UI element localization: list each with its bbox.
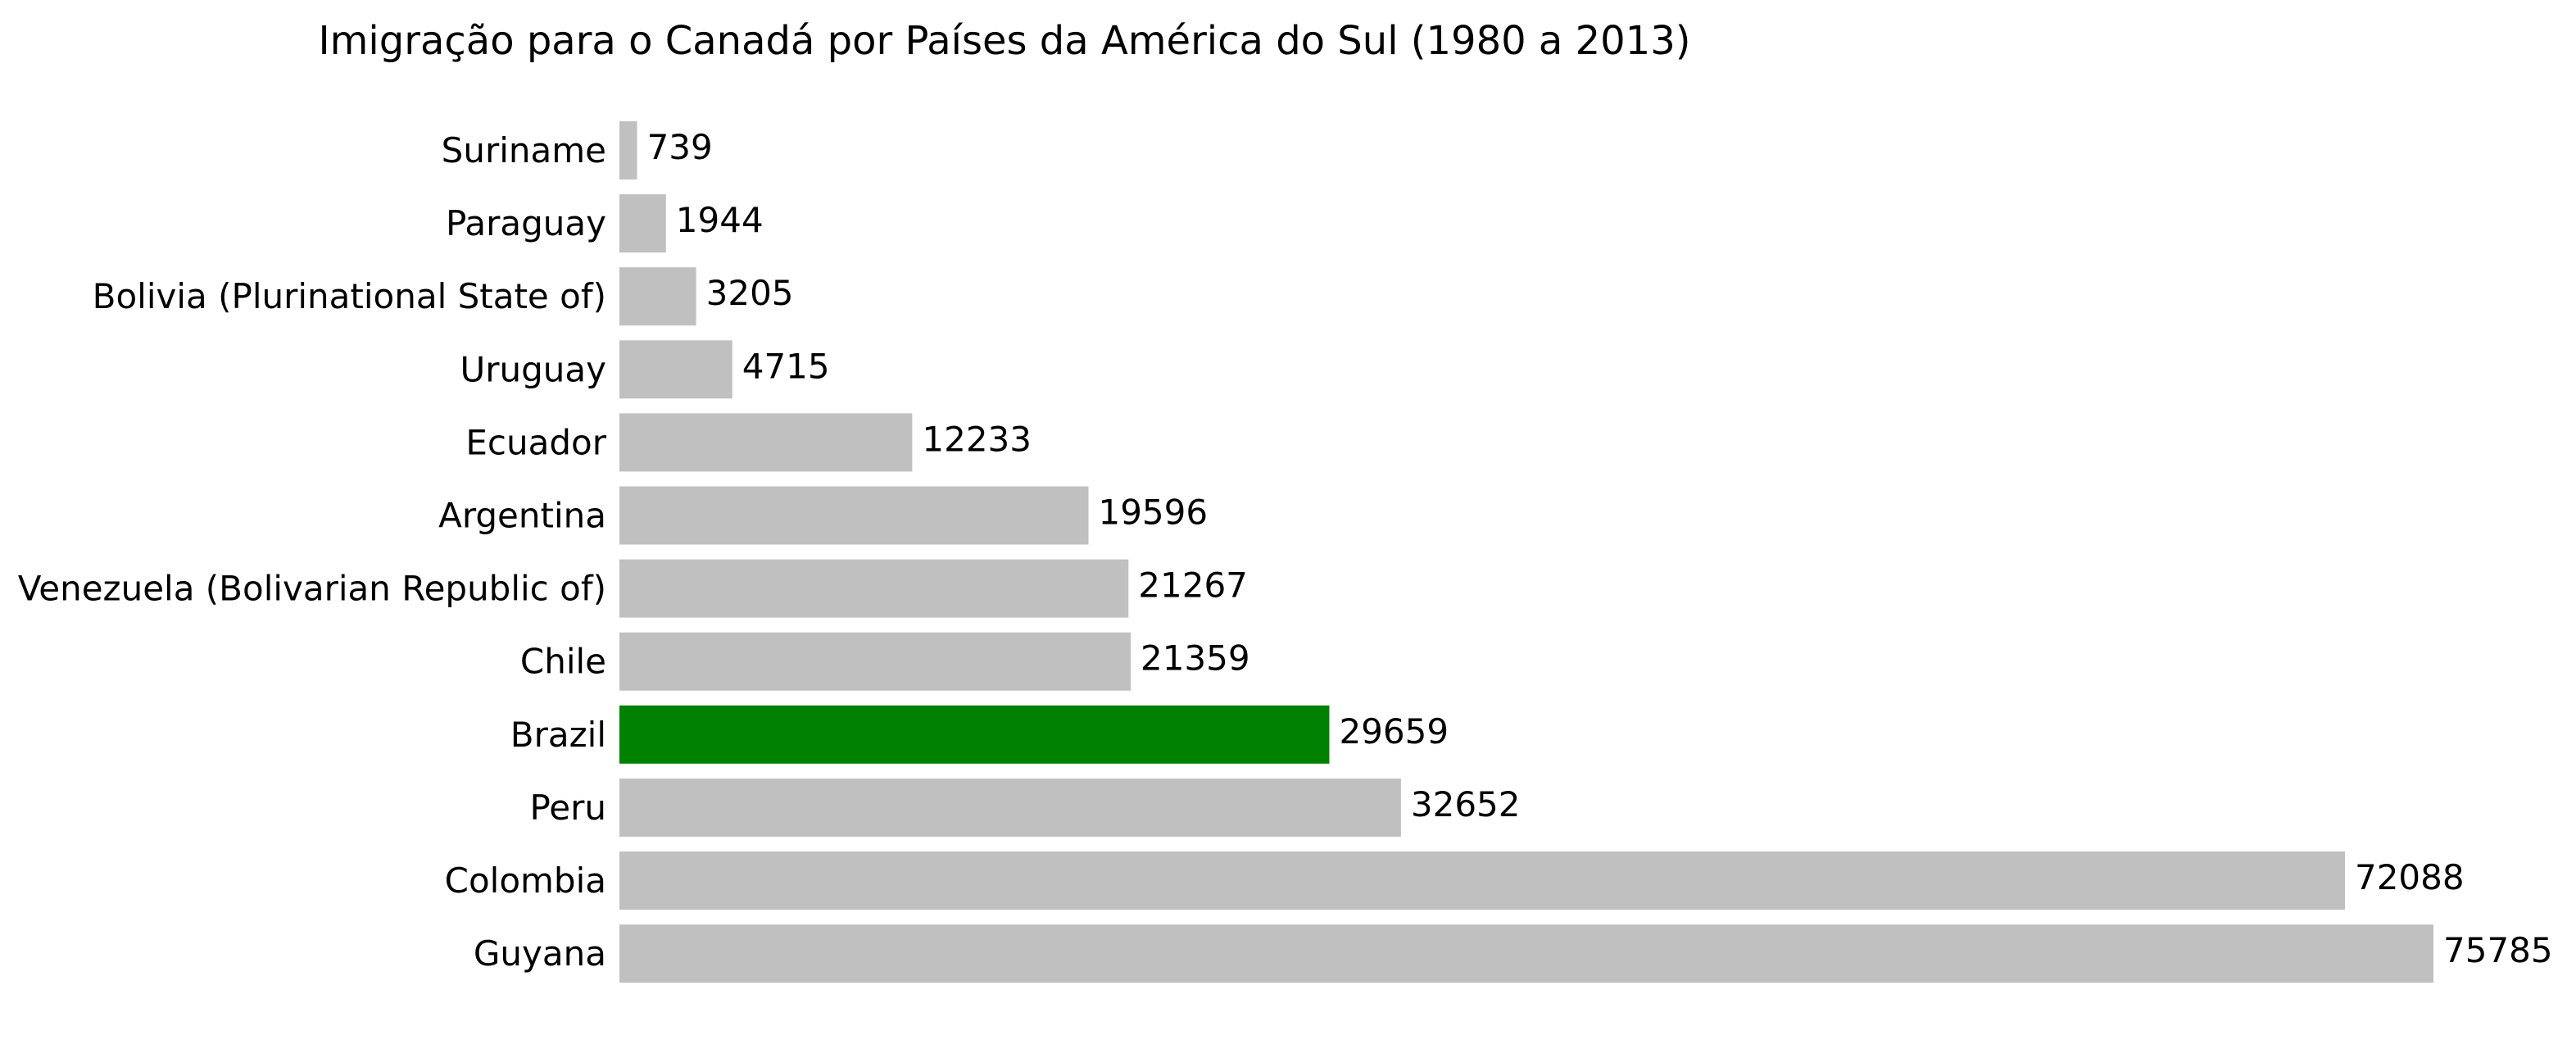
category-label-ecuador: Ecuador xyxy=(465,422,606,462)
bar-uruguay xyxy=(619,340,732,399)
value-label-venezuela-bolivarian-republic-of: 21267 xyxy=(1138,565,1248,606)
value-label-guyana: 75785 xyxy=(2443,930,2553,970)
category-label-argentina: Argentina xyxy=(438,496,606,536)
bar-guyana xyxy=(619,924,2433,983)
category-label-uruguay: Uruguay xyxy=(460,349,607,389)
category-label-suriname: Suriname xyxy=(442,130,606,170)
value-label-argentina: 19596 xyxy=(1098,493,1208,533)
category-label-guyana: Guyana xyxy=(474,933,606,974)
bar-suriname xyxy=(619,121,637,179)
value-label-chile: 21359 xyxy=(1141,638,1250,679)
value-label-paraguay: 1944 xyxy=(676,200,764,240)
category-label-brazil: Brazil xyxy=(510,715,606,755)
bar-brazil xyxy=(619,705,1330,764)
value-label-uruguay: 4715 xyxy=(742,346,830,386)
bar-paraguay xyxy=(619,194,666,253)
category-label-bolivia-plurinational-state-of: Bolivia (Plurinational State of) xyxy=(93,276,606,316)
value-label-brazil: 29659 xyxy=(1339,711,1449,752)
bar-venezuela-bolivarian-republic-of xyxy=(619,559,1129,618)
category-label-venezuela-bolivarian-republic-of: Venezuela (Bolivarian Republic of) xyxy=(18,569,606,609)
category-label-paraguay: Paraguay xyxy=(446,203,606,243)
bar-colombia xyxy=(619,851,2345,910)
value-label-bolivia-plurinational-state-of: 3205 xyxy=(706,273,794,313)
value-label-peru: 32652 xyxy=(1411,784,1521,824)
bar-ecuador xyxy=(619,413,913,472)
value-label-ecuador: 12233 xyxy=(922,419,1032,459)
value-label-suriname: 739 xyxy=(647,127,713,167)
bars-group xyxy=(619,121,2433,983)
bar-peru xyxy=(619,778,1401,837)
bar-bolivia-plurinational-state-of xyxy=(619,267,696,326)
category-label-chile: Chile xyxy=(520,642,606,682)
bar-argentina xyxy=(619,486,1089,545)
value-labels-group: 739 1944 3205 4715 12233 19596 21267 21359 29659… xyxy=(647,127,2553,970)
category-labels-group: Suriname Paraguay Bolivia (Plurinational S… xyxy=(18,130,607,974)
chart-title: Imigração para o Canadá por Países da Am… xyxy=(319,18,1691,64)
category-label-peru: Peru xyxy=(529,788,606,828)
category-label-colombia: Colombia xyxy=(445,861,606,901)
value-label-colombia: 72088 xyxy=(2355,857,2465,897)
bar-chile xyxy=(619,632,1131,691)
